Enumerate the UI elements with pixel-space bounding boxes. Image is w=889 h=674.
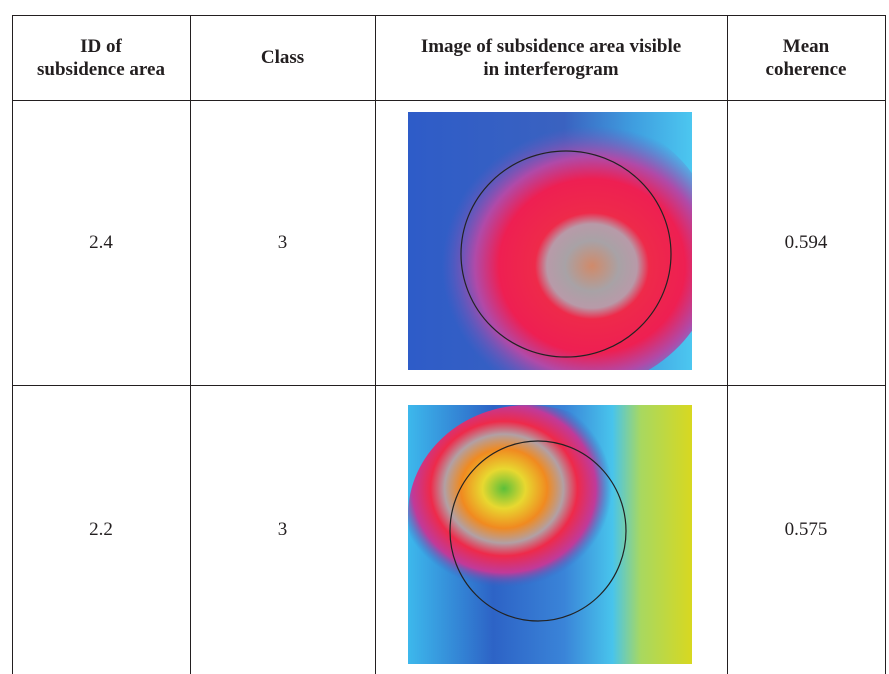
header-line: Mean [783, 35, 829, 58]
class-cell: 3 [190, 100, 375, 385]
id-cell: 2.2 [12, 385, 190, 674]
header-cell: Mean coherence [727, 15, 885, 100]
header-line: Class [261, 46, 304, 69]
coherence-cell: 0.594 [727, 100, 885, 385]
header-cell: ID of subsidence area [12, 15, 190, 100]
interferogram-image [408, 112, 692, 370]
header-line: in interferogram [483, 58, 618, 81]
rule [375, 15, 376, 674]
header-cell: Image of subsidence area visible in inte… [375, 15, 727, 100]
page: ID of subsidence area Class Image of sub… [0, 0, 889, 674]
header-line: subsidence area [37, 58, 165, 81]
interferogram-image [408, 405, 692, 664]
header-cell: Class [190, 15, 375, 100]
rule [885, 15, 886, 674]
id-cell: 2.4 [12, 100, 190, 385]
table: ID of subsidence area Class Image of sub… [12, 15, 886, 674]
header-line: coherence [766, 58, 847, 81]
coherence-cell: 0.575 [727, 385, 885, 674]
class-cell: 3 [190, 385, 375, 674]
header-line: Image of subsidence area visible [421, 35, 681, 58]
header-line: ID of [80, 35, 122, 58]
